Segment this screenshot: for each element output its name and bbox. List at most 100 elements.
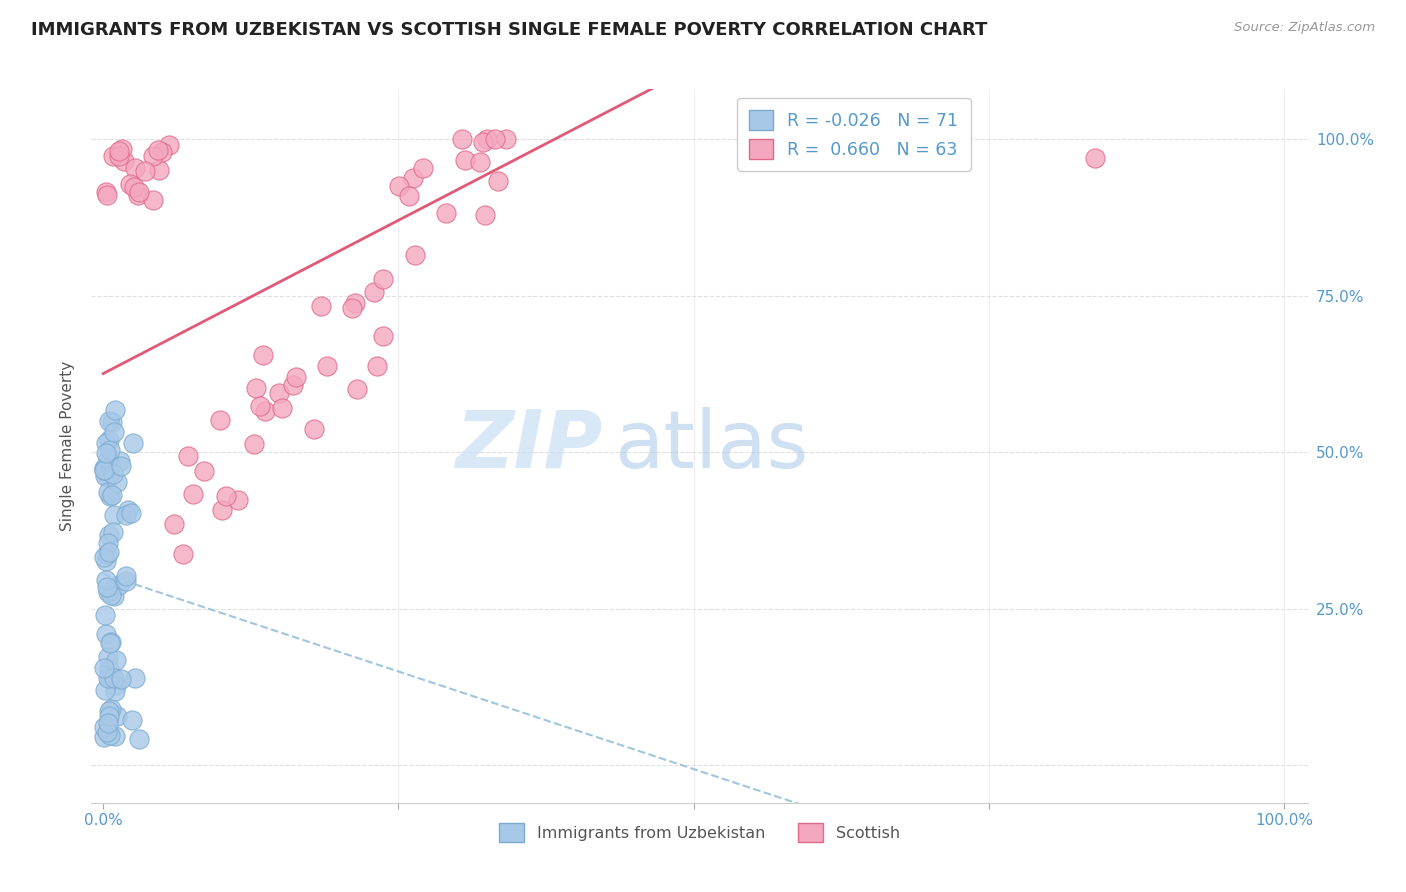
Text: atlas: atlas xyxy=(614,407,808,485)
Point xyxy=(100,701,122,715)
Point xyxy=(107,578,129,592)
Point xyxy=(100,635,122,649)
Y-axis label: Single Female Poverty: Single Female Poverty xyxy=(60,361,76,531)
Point xyxy=(468,155,491,169)
Point xyxy=(110,458,132,473)
Point xyxy=(98,636,121,650)
Point xyxy=(97,585,120,599)
Point xyxy=(98,489,121,503)
Point xyxy=(495,132,517,146)
Point xyxy=(114,508,136,523)
Point xyxy=(176,449,198,463)
Point xyxy=(94,608,117,623)
Point xyxy=(94,683,117,698)
Point xyxy=(98,442,121,457)
Point xyxy=(215,489,238,503)
Point xyxy=(98,457,121,471)
Point xyxy=(163,517,186,532)
Point xyxy=(97,650,120,665)
Point xyxy=(281,377,304,392)
Point xyxy=(98,728,121,742)
Point xyxy=(98,415,121,429)
Point xyxy=(93,462,115,476)
Point xyxy=(388,179,411,194)
Point xyxy=(181,487,204,501)
Point xyxy=(474,208,496,222)
Point xyxy=(97,662,120,676)
Point xyxy=(122,180,145,194)
Point xyxy=(103,671,125,685)
Point xyxy=(346,382,368,396)
Point xyxy=(103,525,125,540)
Point xyxy=(124,161,146,175)
Point xyxy=(94,627,117,641)
Point xyxy=(208,413,231,427)
Point xyxy=(486,174,509,188)
Point xyxy=(100,588,122,602)
Text: IMMIGRANTS FROM UZBEKISTAN VS SCOTTISH SINGLE FEMALE POVERTY CORRELATION CHART: IMMIGRANTS FROM UZBEKISTAN VS SCOTTISH S… xyxy=(31,21,987,38)
Point xyxy=(120,506,142,520)
Point xyxy=(98,672,121,686)
Point xyxy=(148,143,170,157)
Point xyxy=(104,729,127,743)
Point xyxy=(97,433,120,447)
Point xyxy=(93,550,115,565)
Point xyxy=(93,661,115,675)
Point xyxy=(436,206,458,220)
Point xyxy=(311,299,333,313)
Point xyxy=(93,730,115,744)
Point xyxy=(252,348,274,362)
Point xyxy=(96,574,118,588)
Text: Source: ZipAtlas.com: Source: ZipAtlas.com xyxy=(1234,21,1375,34)
Point xyxy=(101,467,124,482)
Point xyxy=(110,142,132,156)
Point xyxy=(340,301,363,316)
Point xyxy=(93,720,115,734)
Point xyxy=(363,285,385,300)
Point xyxy=(148,162,170,177)
Point xyxy=(103,589,125,603)
Point xyxy=(284,369,307,384)
Point xyxy=(128,185,150,199)
Point xyxy=(112,153,135,168)
Point xyxy=(104,403,127,417)
Point xyxy=(150,145,173,160)
Point xyxy=(401,171,423,186)
Point xyxy=(97,671,120,685)
Point xyxy=(97,452,120,467)
Point xyxy=(269,386,291,401)
Point xyxy=(245,381,267,395)
Point xyxy=(101,416,124,430)
Point xyxy=(98,704,121,718)
Point xyxy=(96,185,118,199)
Point xyxy=(1084,151,1107,165)
Point xyxy=(94,446,117,460)
Point xyxy=(97,708,120,723)
Point xyxy=(118,177,141,191)
Point xyxy=(96,547,118,561)
Point xyxy=(117,503,139,517)
Point xyxy=(97,470,120,484)
Point xyxy=(94,436,117,450)
Point xyxy=(104,684,127,698)
Point xyxy=(93,463,115,477)
Point xyxy=(110,454,132,468)
Point xyxy=(98,544,121,558)
Point xyxy=(453,153,475,167)
Point xyxy=(97,536,120,550)
Point xyxy=(105,475,128,489)
Point xyxy=(107,708,129,723)
Point xyxy=(451,132,474,146)
Point xyxy=(412,161,434,175)
Point xyxy=(134,163,156,178)
Point xyxy=(108,148,131,162)
Point xyxy=(142,193,165,207)
Point xyxy=(115,574,138,588)
Point xyxy=(484,132,506,146)
Point xyxy=(121,714,143,728)
Point xyxy=(96,554,118,568)
Point xyxy=(128,732,150,747)
Point xyxy=(96,724,118,739)
Point xyxy=(98,528,121,542)
Point xyxy=(103,508,125,523)
